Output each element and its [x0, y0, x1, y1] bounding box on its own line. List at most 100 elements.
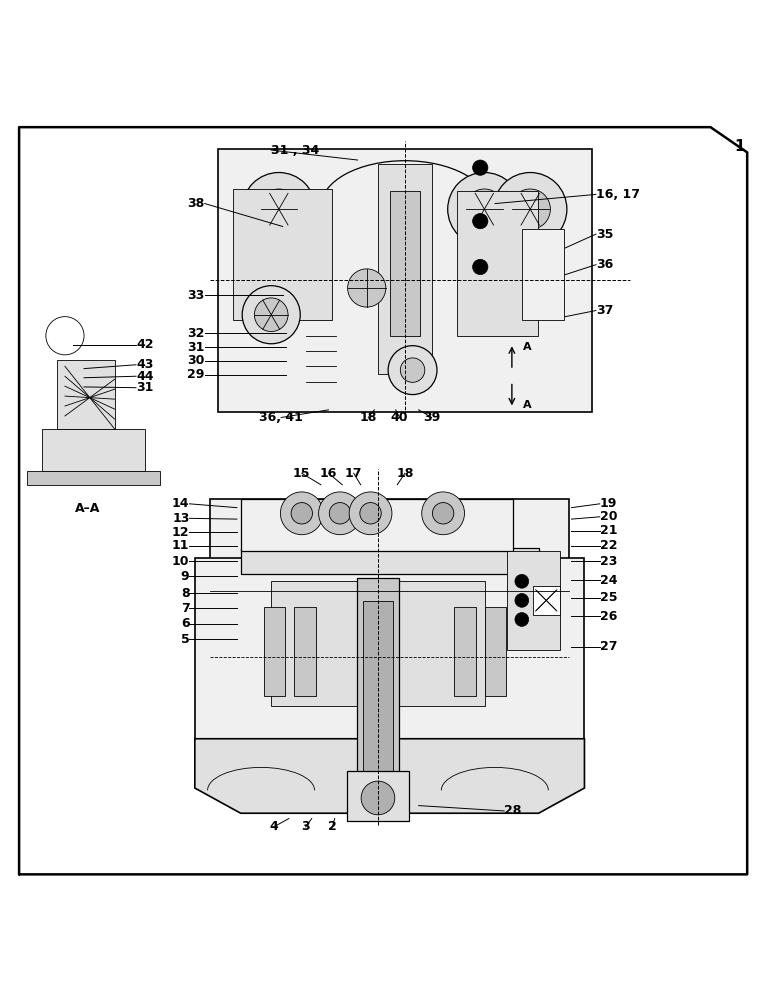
Circle shape — [319, 492, 361, 535]
Bar — [294, 607, 316, 696]
Text: 40: 40 — [391, 411, 408, 424]
Text: 28: 28 — [504, 804, 522, 817]
Bar — [271, 581, 485, 706]
Text: 31: 31 — [136, 381, 154, 394]
Bar — [241, 499, 513, 551]
Circle shape — [242, 286, 300, 344]
Text: 31: 31 — [187, 341, 205, 354]
Bar — [378, 164, 432, 374]
Text: 25: 25 — [600, 591, 617, 604]
Bar — [233, 189, 332, 320]
Text: 27: 27 — [600, 640, 617, 653]
Circle shape — [432, 503, 454, 524]
Text: 44: 44 — [136, 370, 154, 383]
Text: 1: 1 — [734, 139, 745, 154]
Text: 33: 33 — [187, 289, 205, 302]
Bar — [390, 191, 420, 336]
Text: 2: 2 — [328, 820, 337, 833]
Bar — [455, 607, 476, 696]
Circle shape — [473, 259, 488, 275]
Text: 42: 42 — [136, 338, 154, 351]
Circle shape — [473, 160, 488, 175]
Text: 36, 41: 36, 41 — [259, 411, 303, 424]
Text: 16: 16 — [320, 467, 337, 480]
Text: 20: 20 — [600, 510, 617, 523]
Text: 3: 3 — [301, 820, 310, 833]
Bar — [27, 471, 160, 485]
Text: 4: 4 — [269, 820, 278, 833]
Text: 23: 23 — [600, 555, 617, 568]
Text: 39: 39 — [423, 411, 440, 424]
Circle shape — [515, 594, 529, 607]
Circle shape — [388, 346, 437, 395]
Text: A: A — [523, 342, 532, 352]
Bar — [348, 771, 409, 821]
Circle shape — [361, 781, 395, 815]
Text: 17: 17 — [345, 467, 362, 480]
Circle shape — [510, 189, 550, 229]
Polygon shape — [195, 739, 584, 813]
Circle shape — [515, 574, 529, 588]
Bar — [458, 191, 538, 336]
Circle shape — [259, 189, 299, 229]
Text: 43: 43 — [136, 358, 154, 371]
Text: A–A: A–A — [75, 502, 101, 515]
Circle shape — [46, 317, 84, 355]
Bar — [241, 548, 539, 574]
Text: 18: 18 — [397, 467, 413, 480]
Circle shape — [254, 298, 288, 332]
Bar — [363, 601, 393, 815]
Text: 11: 11 — [172, 539, 189, 552]
Text: 22: 22 — [600, 539, 617, 552]
Text: 15: 15 — [293, 467, 310, 480]
Circle shape — [494, 173, 567, 246]
Text: 19: 19 — [600, 497, 617, 510]
Bar — [264, 607, 285, 696]
Circle shape — [329, 503, 351, 524]
Bar — [523, 229, 565, 320]
Text: 5: 5 — [181, 633, 189, 646]
Circle shape — [400, 358, 425, 382]
Circle shape — [448, 173, 521, 246]
Text: A: A — [523, 399, 532, 410]
Bar — [507, 551, 560, 650]
Text: 14: 14 — [172, 497, 189, 510]
Text: 26: 26 — [600, 610, 617, 623]
Bar — [42, 429, 145, 471]
Bar — [57, 360, 115, 429]
Text: 18: 18 — [360, 411, 377, 424]
Circle shape — [473, 214, 488, 229]
Text: 31 , 34: 31 , 34 — [271, 144, 319, 157]
Bar — [485, 607, 507, 696]
Circle shape — [349, 492, 392, 535]
Circle shape — [515, 613, 529, 626]
Text: 35: 35 — [596, 228, 613, 241]
Circle shape — [348, 269, 386, 307]
Circle shape — [474, 282, 501, 309]
Text: 7: 7 — [181, 602, 189, 615]
Text: 30: 30 — [187, 354, 205, 367]
Circle shape — [422, 492, 465, 535]
Text: 6: 6 — [181, 617, 189, 630]
Text: 16, 17: 16, 17 — [596, 188, 640, 201]
Text: 36: 36 — [596, 258, 613, 271]
Text: 10: 10 — [172, 555, 189, 568]
Bar — [218, 149, 592, 412]
Bar — [357, 578, 400, 815]
Circle shape — [280, 492, 323, 535]
Text: 24: 24 — [600, 574, 617, 587]
Circle shape — [291, 503, 312, 524]
Circle shape — [463, 271, 512, 320]
Bar — [533, 586, 560, 615]
Circle shape — [360, 503, 381, 524]
Bar — [210, 499, 569, 657]
Text: 12: 12 — [172, 526, 189, 539]
Text: 29: 29 — [187, 368, 205, 381]
Circle shape — [242, 173, 316, 246]
Circle shape — [465, 189, 504, 229]
Bar — [195, 558, 584, 739]
Text: 21: 21 — [600, 524, 617, 537]
Text: 9: 9 — [181, 570, 189, 583]
Text: 38: 38 — [187, 197, 205, 210]
Text: 8: 8 — [181, 587, 189, 600]
